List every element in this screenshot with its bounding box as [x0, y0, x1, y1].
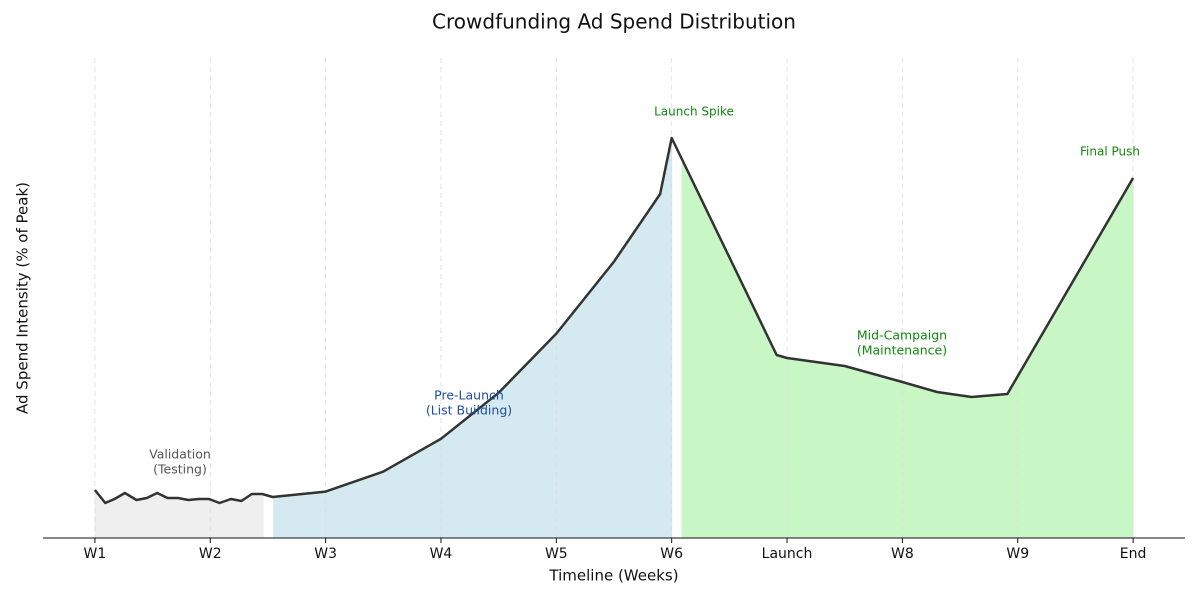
y-axis-label: Ad Spend Intensity (% of Peak) — [14, 182, 32, 414]
x-axis-label: Timeline (Weeks) — [548, 567, 678, 585]
line — [93, 136, 1135, 505]
annotation: Mid-Campaign — [857, 328, 947, 343]
annotation: Pre-Launch — [434, 388, 504, 403]
x-tick-label: W2 — [199, 546, 222, 562]
region-area — [273, 137, 673, 539]
annotation: Launch Spike — [654, 105, 734, 119]
chart-title: Crowdfunding Ad Spend Distribution — [432, 10, 796, 34]
x-tick-label: W6 — [660, 546, 683, 562]
x-tick-label: Launch — [762, 546, 813, 562]
x-tick-label: W3 — [314, 546, 337, 562]
annotation: Final Push — [1080, 145, 1140, 159]
x-tick-label: W9 — [1006, 546, 1029, 562]
annotation: (List Building) — [426, 403, 512, 418]
x-tick-label: W5 — [545, 546, 568, 562]
annotation: (Maintenance) — [857, 343, 947, 358]
x-tick-label: W1 — [84, 546, 107, 562]
x-tick-label: W4 — [430, 546, 453, 562]
annotation: Validation — [149, 447, 211, 462]
x-tick-label: End — [1120, 546, 1147, 562]
annotation: (Testing) — [153, 462, 207, 477]
x-tick-label: W8 — [891, 546, 914, 562]
